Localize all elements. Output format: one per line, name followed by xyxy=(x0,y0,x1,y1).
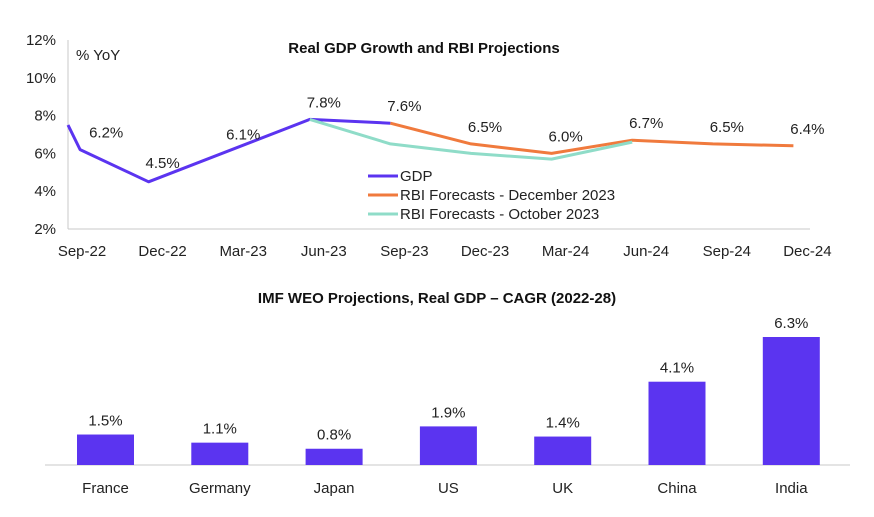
bar-category-label: Germany xyxy=(189,480,251,497)
bar-value-label: 0.8% xyxy=(317,427,351,444)
bar-chart-title: IMF WEO Projections, Real GDP – CAGR (20… xyxy=(258,290,616,307)
x-tick-label: Mar-23 xyxy=(219,243,267,260)
bar xyxy=(191,442,249,465)
line-chart-title: Real GDP Growth and RBI Projections xyxy=(288,40,559,57)
series-line xyxy=(390,121,794,155)
x-tick-label: Sep-22 xyxy=(58,243,106,260)
data-label: 6.2% xyxy=(89,125,123,142)
x-tick-label: Mar-24 xyxy=(542,243,590,260)
y-axis-label: % YoY xyxy=(76,47,120,64)
bars: 1.5% France 1.1% Germany 0.8% Japan 1.9% US 1.4%… xyxy=(77,315,820,497)
bar-category-label: China xyxy=(657,480,697,497)
data-label: 6.5% xyxy=(468,119,502,136)
y-tick-label: 4% xyxy=(34,183,56,200)
bar-category-label: UK xyxy=(552,480,573,497)
data-label: 4.5% xyxy=(145,155,179,172)
bar xyxy=(534,436,592,465)
data-labels: 6.2% 4.5% 6.1% 7.8% 7.6% 6.5% 6.0% 6.7% 6.5% 6.4% xyxy=(89,94,824,171)
y-tick-label: 6% xyxy=(34,145,56,162)
bar xyxy=(305,448,363,465)
data-label: 6.0% xyxy=(548,128,582,145)
legend: GDP RBI Forecasts - December 2023 RBI Fore… xyxy=(368,168,615,223)
y-tick-label: 12% xyxy=(26,32,56,49)
legend-label: RBI Forecasts - December 2023 xyxy=(400,187,615,204)
x-tick-label: Sep-24 xyxy=(703,243,751,260)
x-tick-label: Dec-24 xyxy=(783,243,831,260)
data-label: 7.6% xyxy=(387,98,421,115)
bar-value-label: 4.1% xyxy=(660,360,694,377)
line-chart: Real GDP Growth and RBI Projections % Yo… xyxy=(26,32,832,260)
legend-label: GDP xyxy=(400,168,433,185)
bar-value-label: 1.1% xyxy=(203,421,237,438)
data-label: 6.1% xyxy=(226,127,260,144)
bar xyxy=(648,381,706,465)
x-tick-labels: Sep-22 Dec-22 Mar-23 Jun-23 Sep-23 Dec-23 Mar-… xyxy=(58,243,832,260)
bar-value-label: 1.9% xyxy=(431,404,465,421)
bar-category-label: India xyxy=(775,480,808,497)
bar-category-label: France xyxy=(82,480,129,497)
bar-chart: IMF WEO Projections, Real GDP – CAGR (20… xyxy=(45,290,850,497)
bar-category-label: US xyxy=(438,480,459,497)
bar-category-label: Japan xyxy=(314,480,355,497)
bar-value-label: 1.4% xyxy=(546,415,580,432)
y-tick-label: 10% xyxy=(26,70,56,87)
legend-label: RBI Forecasts - October 2023 xyxy=(400,206,599,223)
y-tick-label: 8% xyxy=(34,108,56,125)
bar-value-label: 6.3% xyxy=(774,315,808,332)
bar xyxy=(419,426,477,465)
x-tick-label: Jun-24 xyxy=(623,243,669,260)
bar-value-label: 1.5% xyxy=(88,413,122,430)
y-tick-label: 2% xyxy=(34,221,56,238)
x-tick-label: Dec-23 xyxy=(461,243,509,260)
y-tick-labels: 2% 4% 6% 8% 10% 12% xyxy=(26,32,56,238)
bar xyxy=(77,434,134,465)
x-tick-label: Sep-23 xyxy=(380,243,428,260)
series-line xyxy=(309,117,633,161)
bar xyxy=(762,337,820,465)
x-tick-label: Dec-22 xyxy=(138,243,186,260)
x-tick-label: Jun-23 xyxy=(301,243,347,260)
data-label: 6.5% xyxy=(710,119,744,136)
data-label: 7.8% xyxy=(307,94,341,111)
data-label: 6.4% xyxy=(790,121,824,138)
data-label: 6.7% xyxy=(629,115,663,132)
series-line xyxy=(66,117,391,184)
series-lines xyxy=(66,117,794,184)
